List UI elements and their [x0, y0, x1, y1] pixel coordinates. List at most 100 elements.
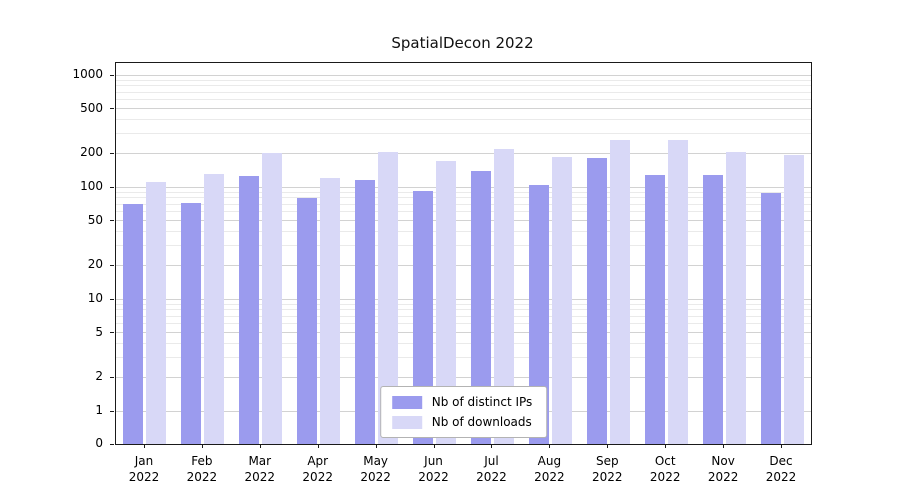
y-axis-tick [110, 220, 114, 222]
bar-distinct-ips [760, 193, 781, 444]
y-tick-label: 5 [95, 324, 103, 339]
minor-gridline [116, 197, 811, 199]
bar-distinct-ips [355, 180, 376, 444]
x-tick-label: Nov 2022 [707, 454, 739, 484]
major-gridline [116, 264, 811, 266]
minor-gridline [116, 245, 811, 247]
minor-gridline [116, 133, 811, 135]
minor-gridline [116, 203, 811, 205]
y-tick-label: 2 [95, 369, 103, 384]
y-tick-label: 200 [80, 145, 103, 160]
x-tick-label: Aug 2022 [534, 454, 565, 484]
legend-entry-downloads: Nb of downloads [391, 415, 533, 429]
bar-downloads [320, 178, 341, 444]
bar-downloads [436, 161, 457, 444]
chart-title: SpatialDecon 2022 [391, 34, 534, 52]
minor-gridline [116, 315, 811, 317]
bar-distinct-ips [239, 176, 260, 444]
x-axis-tick [723, 444, 725, 448]
minor-gridline [116, 343, 811, 345]
minor-gridline [116, 91, 811, 93]
major-gridline [116, 298, 811, 300]
x-axis-tick [317, 444, 319, 448]
y-tick-label: 500 [80, 100, 103, 115]
y-axis-tick [110, 108, 114, 110]
bar-distinct-ips [528, 184, 549, 444]
legend: Nb of distinct IPs Nb of downloads [379, 386, 548, 438]
major-gridline [116, 220, 811, 222]
y-tick-label: 100 [80, 179, 103, 193]
y-tick-label: 20 [87, 257, 103, 272]
x-axis-tick [201, 444, 203, 448]
y-axis-tick [110, 186, 114, 188]
bar-distinct-ips [702, 174, 723, 444]
y-axis-tick [110, 332, 114, 334]
x-axis-tick [259, 444, 261, 448]
minor-gridline [116, 303, 811, 305]
x-axis-tick [607, 444, 609, 448]
y-axis-tick [110, 74, 114, 76]
y-axis-tick [110, 152, 114, 154]
minor-gridline [116, 309, 811, 311]
x-tick-label: May 2022 [360, 454, 391, 484]
legend-label-downloads: Nb of downloads [431, 415, 532, 429]
x-axis: Jan 2022 Feb 2022 Mar 2022 Apr 2022 May 2022… [115, 444, 810, 500]
minor-gridline [116, 357, 811, 359]
minor-gridline [116, 191, 811, 193]
x-tick-label: Dec 2022 [765, 454, 797, 484]
x-tick-label: Mar 2022 [244, 454, 276, 484]
x-axis-tick [549, 444, 551, 448]
bar-downloads [146, 182, 167, 444]
major-gridline [116, 376, 811, 378]
x-tick-label: Apr 2022 [302, 454, 333, 484]
minor-gridline [116, 323, 811, 325]
x-axis-tick [433, 444, 435, 448]
bar-downloads [551, 157, 572, 444]
bar-distinct-ips [297, 197, 318, 444]
x-tick-label: Jun 2022 [418, 454, 449, 484]
major-gridline [116, 152, 811, 154]
bar-distinct-ips [644, 174, 665, 444]
major-gridline [116, 108, 811, 110]
bar-distinct-ips [586, 158, 607, 444]
bar-distinct-ips [413, 191, 434, 444]
legend-swatch-downloads [391, 415, 422, 429]
legend-entry-distinct-ips: Nb of distinct IPs [391, 395, 532, 409]
bar-downloads [204, 174, 225, 444]
x-axis-tick [143, 444, 145, 448]
minor-gridline [116, 119, 811, 121]
bar-downloads [783, 154, 804, 444]
bar-distinct-ips [181, 202, 202, 444]
x-axis-tick [665, 444, 667, 448]
major-gridline [116, 186, 811, 188]
y-axis-tick [110, 376, 114, 378]
y-tick-label: 1 [95, 403, 103, 417]
y-axis-tick [110, 264, 114, 266]
y-axis: 0 1 2 5 10 20 50 100 200 500 1000 [0, 62, 115, 450]
y-tick-label: 10 [87, 291, 103, 305]
y-tick-label: 1000 [72, 67, 103, 81]
bar-downloads [725, 152, 746, 444]
minor-gridline [116, 99, 811, 101]
bar-downloads [493, 148, 514, 444]
minor-gridline [116, 231, 811, 233]
x-axis-tick [781, 444, 783, 448]
legend-swatch-distinct-ips [391, 395, 422, 409]
major-gridline [116, 74, 811, 76]
y-axis-tick [110, 410, 114, 412]
x-tick-label: Oct 2022 [649, 454, 681, 484]
major-gridline [116, 332, 811, 334]
bar-downloads [262, 153, 283, 444]
x-tick-label: Sep 2022 [592, 454, 623, 484]
x-tick-label: Jan 2022 [128, 454, 160, 484]
x-tick-label: Jul 2022 [476, 454, 507, 484]
x-tick-label: Feb 2022 [186, 454, 218, 484]
bar-downloads [667, 139, 688, 444]
x-axis-tick [491, 444, 493, 448]
y-tick-label: 0 [95, 436, 103, 450]
y-axis-tick [110, 443, 114, 445]
minor-gridline [116, 85, 811, 87]
bar-downloads [609, 139, 630, 444]
y-tick-label: 50 [87, 212, 103, 227]
